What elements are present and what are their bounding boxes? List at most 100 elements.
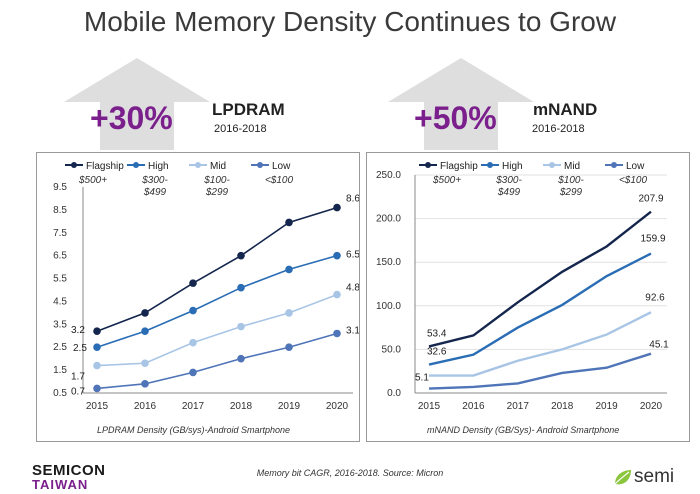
data-label: 207.9 [638,194,663,205]
data-label: 3.1 [346,325,359,336]
data-point-flagship [285,218,293,227]
x-tick-label: 2017 [507,401,530,412]
data-point-flagship [189,279,197,287]
x-tick-label: 2015 [86,401,109,412]
series-line-low [428,352,652,390]
y-tick-label: 3.5 [53,319,67,330]
data-label: 3.2 [71,325,85,336]
y-tick-label: 5.5 [53,274,67,285]
data-label: 6.5 [346,250,359,261]
series-line-low [96,332,338,390]
legend-price-flagship: $500+ [432,175,461,186]
lpdram-density-chart: 0.5 1.5 2.5 3.5 4.5 5.5 6.5 7.5 8.5 9.5 2015 2016 20… [53,161,360,412]
x-tick-label: 2016 [134,401,157,412]
data-point-low [237,354,245,363]
y-tick-label: 7.5 [53,228,67,239]
data-point-flagship [141,309,149,317]
data-point-mid [237,322,245,331]
x-tick-label: 2019 [278,401,301,412]
legend-marker-low [257,162,263,168]
legend-marker-flagship [71,162,77,168]
lpdram-chart-caption: LPDRAM Density (GB/sys)-Android Smartpho… [97,425,291,435]
mnand-chart-caption: mNAND Density (GB/Sys)- Android Smartpho… [427,425,620,435]
y-tick-label: 6.5 [53,251,67,262]
data-label: 0.7 [71,386,85,397]
logo-line-1: SEMICON [32,462,106,479]
legend-label-flagship: Flagship [86,161,124,172]
data-point-mid [285,309,293,317]
series-line-mid [429,311,652,377]
legend-label-mid: Mid [210,161,226,172]
data-point-low [93,384,101,393]
legend-price-high: $300- [495,175,522,186]
growth-percent-left: +30% [90,100,173,136]
legend-label-high: High [502,161,523,172]
legend-marker-mid [549,162,555,168]
y-tick-label: 4.5 [53,296,67,307]
semicon-taiwan-logo: SEMICON TAIWAN [32,462,106,492]
years-label-left: 2016-2018 [214,123,267,135]
data-point-high [93,343,101,352]
data-point-flagship [93,327,101,335]
growth-arrow-left [64,58,210,150]
y-tick-label: 50.0 [382,344,402,355]
legend-price-high: $300- [141,175,168,186]
data-point-high [237,283,245,292]
legend-price-mid: $299 [205,187,229,198]
y-tick-label: 100.0 [376,301,401,312]
data-point-high [333,251,341,260]
data-point-mid [189,338,197,347]
data-point-flagship [333,203,341,212]
legend-label-low: Low [272,161,291,172]
legend-marker-mid [195,162,201,168]
lpdram-chart-panel: 0.5 1.5 2.5 3.5 4.5 5.5 6.5 7.5 8.5 9.5 2015 2016 20… [36,152,360,442]
x-tick-label: 2017 [182,401,205,412]
data-point-high [285,265,293,274]
legend-price-low: <$100 [265,175,294,186]
legend-label-high: High [148,161,169,172]
data-label: 159.9 [640,234,665,245]
years-label-right: 2016-2018 [532,123,585,135]
legend-price-high: $499 [143,187,167,198]
data-point-low [141,380,149,388]
legend-marker-high [133,162,139,168]
legend-marker-flagship [425,162,431,168]
data-point-low [285,343,293,352]
x-tick-label: 2015 [418,401,441,412]
legend-marker-high [487,162,493,168]
data-point-low [333,329,341,338]
data-label: 2.5 [73,343,87,354]
legend-label-flagship: Flagship [440,161,478,172]
mnand-chart-panel: 0.0 50.0 100.0 150.0 200.0 250.0 2015 2016 2017 2… [366,152,690,442]
data-label: 53.4 [427,328,447,339]
legend-marker-low [611,162,617,168]
category-label-left: LPDRAM [212,100,285,119]
y-tick-label: 9.5 [53,182,67,193]
data-label: 32.6 [427,347,447,358]
growth-arrow-right [388,58,534,150]
series-line-mid [96,293,338,367]
page-title: Mobile Memory Density Continues to Grow [83,6,617,37]
x-tick-label: 2016 [462,401,485,412]
y-tick-label: 200.0 [376,214,401,225]
data-point-low [189,368,197,377]
legend-price-mid: $299 [559,187,583,198]
data-point-high [141,327,149,335]
legend-price-mid: $100- [203,175,230,186]
semi-logo: semi [612,466,692,488]
x-tick-label: 2018 [551,401,574,412]
y-tick-label: 8.5 [53,205,67,216]
x-tick-label: 2020 [640,401,663,412]
data-label: 4.8 [346,283,359,294]
semi-logo-text: semi [634,466,675,487]
legend-price-flagship: $500+ [78,175,107,186]
semi-leaf-icon [614,470,631,485]
data-point-mid [333,290,341,299]
data-label: 45.1 [649,340,669,351]
footnote: Memory bit CAGR, 2016-2018. Source: Micr… [256,468,444,478]
legend-label-low: Low [626,161,645,172]
series-line-flagship [96,206,338,332]
data-point-high [189,306,197,315]
y-tick-label: 1.5 [53,365,67,376]
y-tick-label: 250.0 [376,170,401,181]
